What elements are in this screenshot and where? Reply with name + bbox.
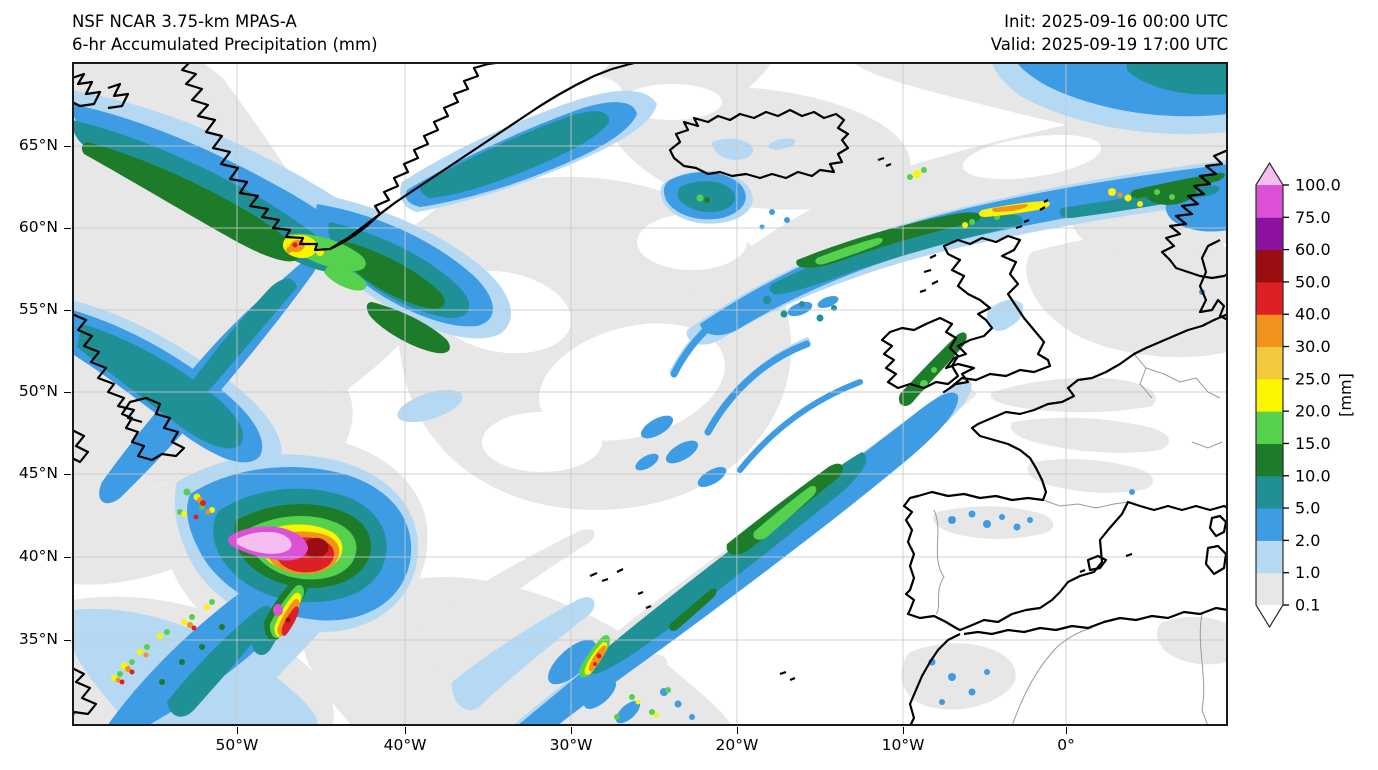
coast-gulf-st-lawrence [71,429,90,464]
coast-faroes [877,156,892,168]
map-border [72,62,1228,726]
colorbar-tick-label: 60.0 [1295,240,1331,259]
variable-name: 6-hr Accumulated Precipitation (mm) [72,35,378,54]
colorbar-tick-label: 75.0 [1295,208,1331,227]
x-tick-label: 30°W [549,736,593,754]
colorbar-units-label: [mm] [1336,373,1355,417]
plot-title: NSF NCAR 3.75-km MPAS-A 6-hr Accumulated … [72,10,378,56]
precip-layer-pink [236,531,292,554]
colorbar-tick-label: 0.1 [1295,596,1320,615]
x-tick-label: 40°W [383,736,427,754]
y-tick-mark [64,145,71,148]
y-tick-mark [64,474,71,476]
x-tick-mark [903,727,905,734]
coast-corsica [1208,514,1228,538]
coast-iceland [668,108,850,180]
precip-layer-darkred [285,537,329,623]
model-name: NSF NCAR 3.75-km MPAS-A [72,12,297,31]
colorbar-tick-label: 40.0 [1295,305,1331,324]
coast-madeira [779,670,796,682]
coast-orkney-shetland [1015,199,1049,230]
y-tick-label: 35°N [18,630,58,648]
time-info: Init: 2025-09-16 00:00 UTC Valid: 2025-09… [991,10,1228,56]
y-tick-label: 65°N [18,135,58,154]
coast-baffin [71,72,102,108]
coastlines [70,60,1229,727]
colorbar-svg: 0.1 1.0 2.0 5.0 10.0 15.0 20.0 25.0 30.0 40.0 50.0… [1255,161,1355,629]
x-tick-label: 0° [1057,736,1075,754]
colorbar-tick-label: 10.0 [1295,466,1331,485]
coast-ireland [880,316,960,390]
y-tick-mark [64,557,71,559]
colorbar-tick-label: 100.0 [1295,176,1341,195]
init-time: Init: 2025-09-16 00:00 UTC [1004,12,1228,31]
x-tick-mark [236,727,239,734]
coast-denmark [1198,239,1229,321]
y-tick-mark [64,640,71,642]
coast-baffin2 [107,82,130,110]
coast-norway [1160,148,1229,280]
colorbar-tick-label: 1.0 [1295,563,1320,582]
y-tick-label: 60°N [18,218,58,236]
coast-europe-west [902,312,1229,632]
x-tick-label: 10°W [881,736,925,754]
colorbar-tick-label: 2.0 [1295,531,1320,550]
y-tick-mark [64,392,71,394]
x-tick-label: 50°W [215,736,259,754]
x-tick-mark [571,727,573,734]
x-tick-mark [1066,727,1068,734]
coast-greenland [180,60,503,252]
y-tick-mark [64,228,71,230]
colorbar-tick-label: 20.0 [1295,402,1331,421]
coast-newfoundland [120,396,186,462]
coast-sardinia [1204,544,1228,576]
colorbar-tick-label: 5.0 [1295,499,1320,518]
y-tick-label: 40°N [18,547,58,565]
y-tick-mark [64,310,71,312]
coast-azores [589,568,652,610]
y-tick-label: 55°N [18,300,58,318]
colorbar-tick-label: 25.0 [1295,369,1331,388]
latlon-gridlines [72,62,1228,726]
coast-africa-atlantic [908,633,961,727]
coast-africa-med [963,606,1229,636]
x-tick-label: 20°W [715,736,759,754]
valid-time: Valid: 2025-09-19 17:00 UTC [990,35,1228,54]
colorbar-tick-label: 30.0 [1295,337,1331,356]
coast-greenland-east [329,60,639,250]
coast-nova-scotia [70,667,98,719]
x-tick-mark [736,727,739,734]
y-tick-label: 45°N [18,464,58,482]
coast-britain [942,234,1052,394]
precipitation-map [70,60,1229,727]
x-tick-mark [405,727,407,734]
country-borders [933,353,1223,727]
colorbar: 0.1 1.0 2.0 5.0 10.0 15.0 20.0 25.0 30.0 40.0 50.0… [1254,160,1378,640]
coast-balearics [1079,552,1133,574]
map-canvas [70,60,1229,727]
y-tick-label: 50°N [18,382,58,400]
coast-hebrides [919,254,939,294]
colorbar-tick-label: 15.0 [1295,434,1331,453]
colorbar-tick-label: 50.0 [1295,272,1331,291]
